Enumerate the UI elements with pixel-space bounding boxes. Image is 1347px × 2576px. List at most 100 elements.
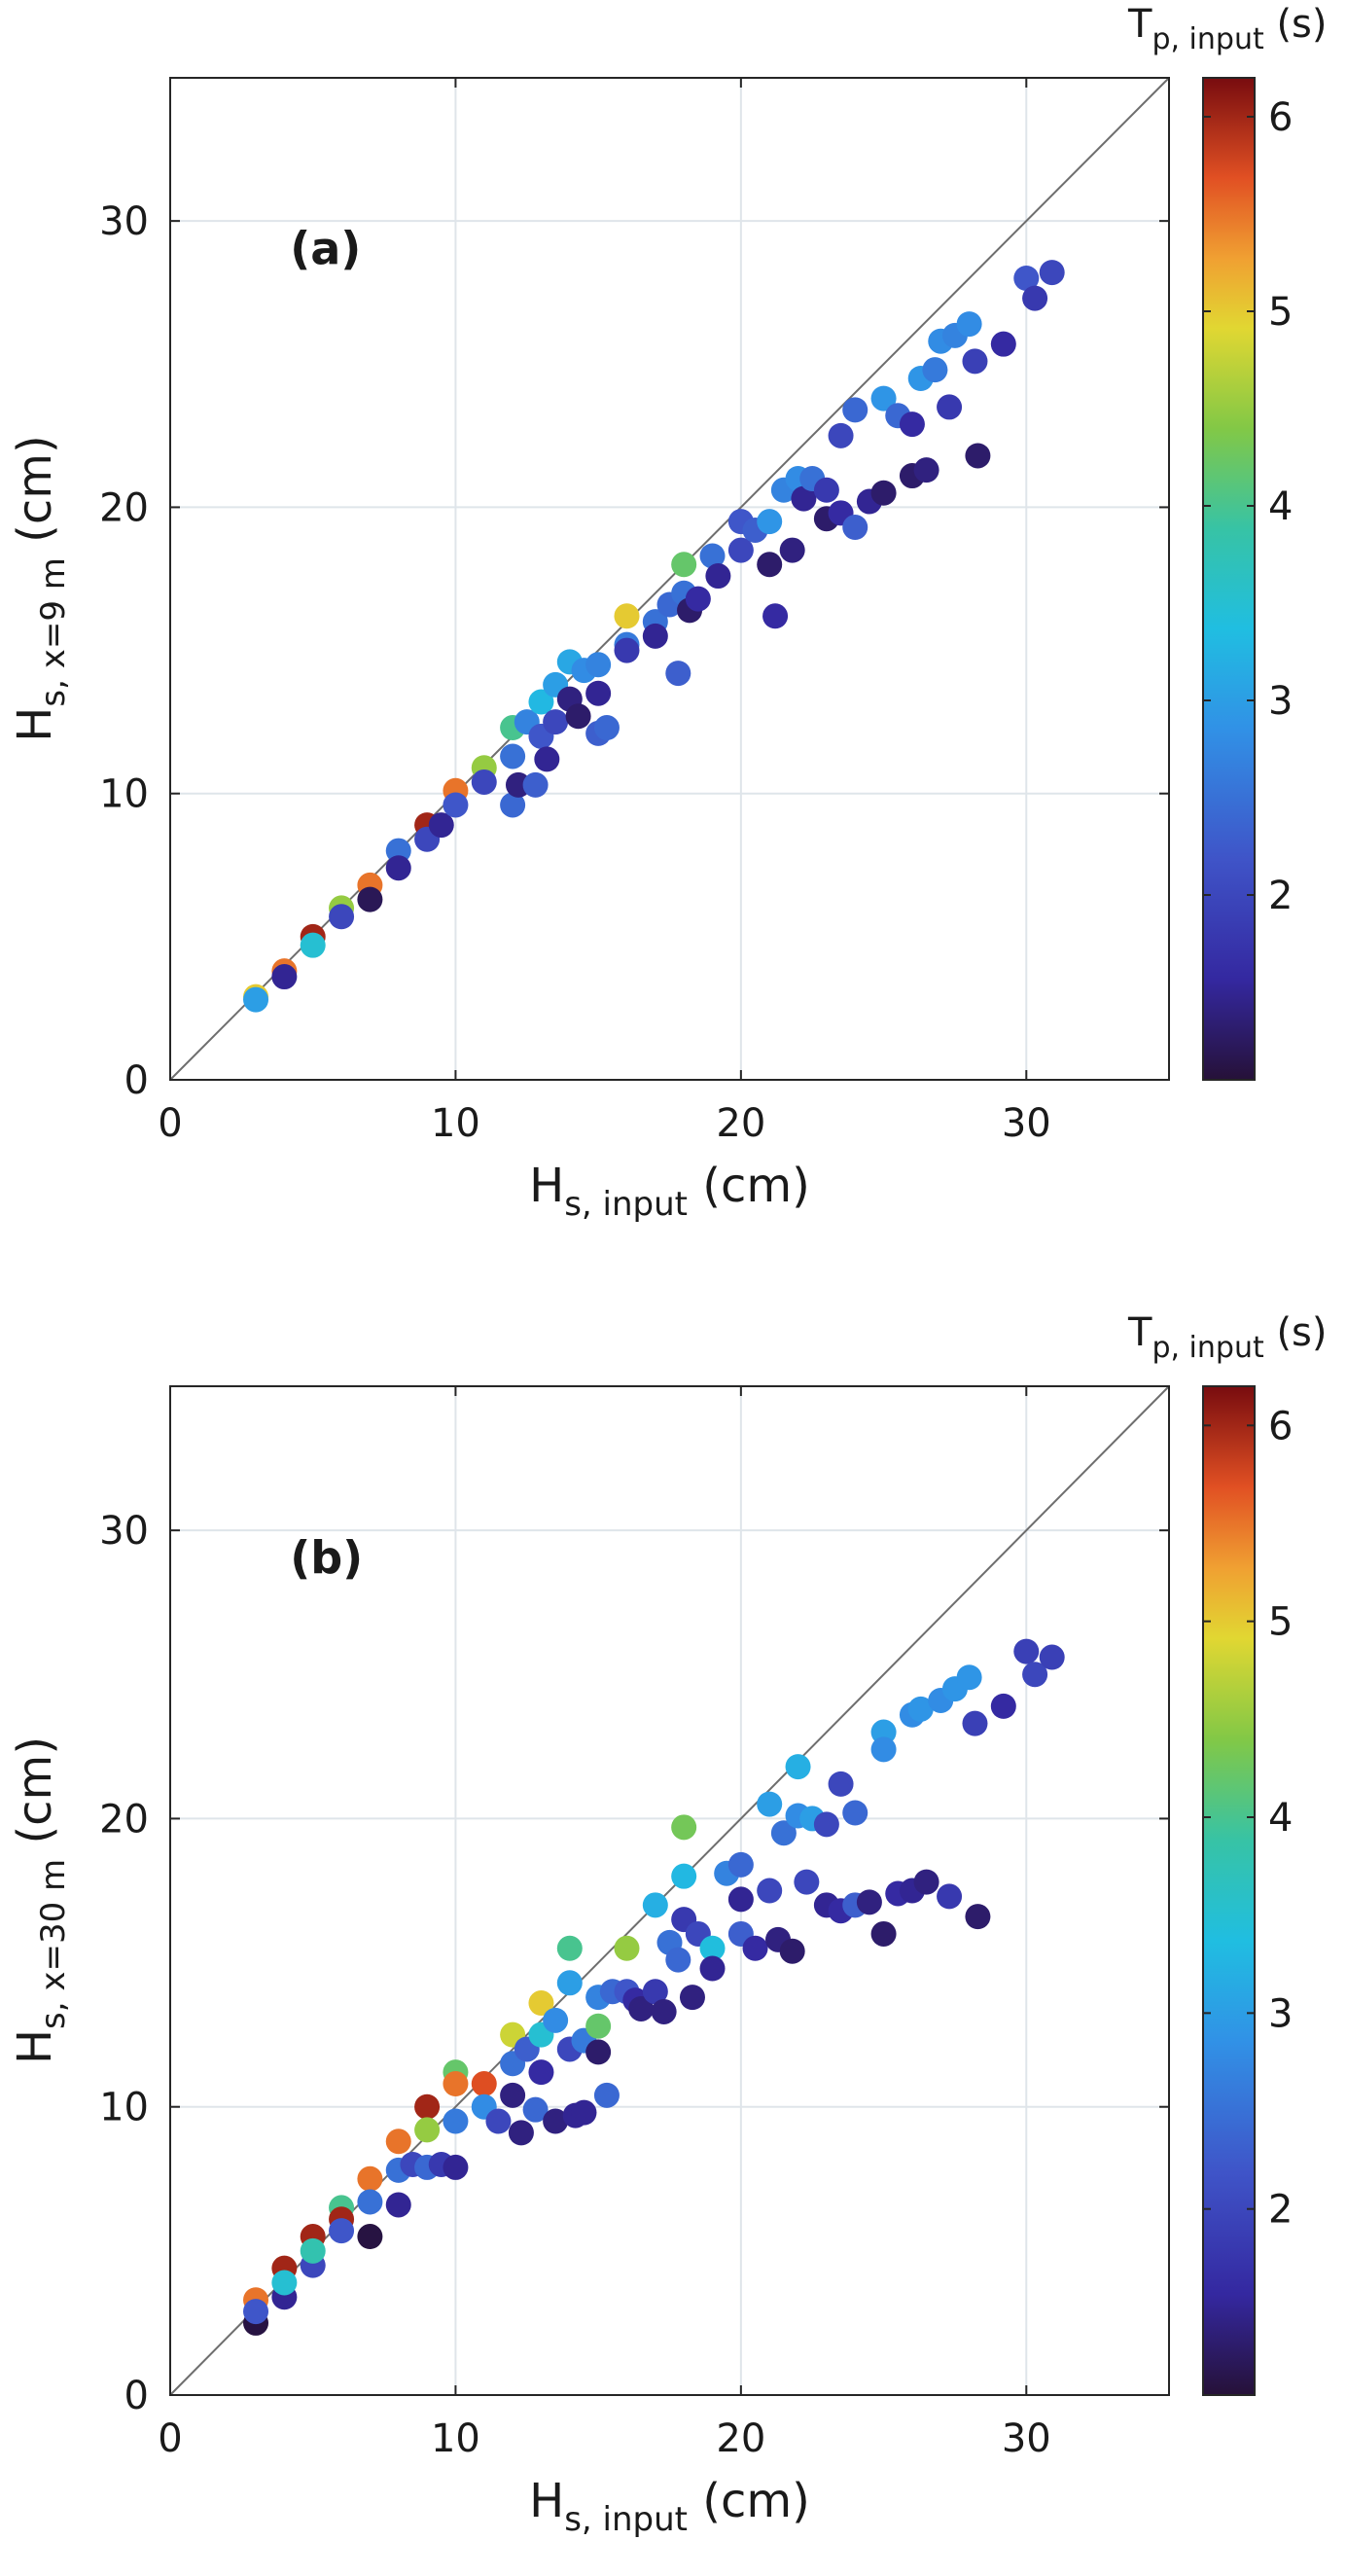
colorbar-tick-label: 3 xyxy=(1268,679,1293,724)
axes-frame xyxy=(169,77,1170,1081)
data-point xyxy=(329,904,355,930)
panel-label: (b) xyxy=(290,1532,363,1585)
data-point xyxy=(528,1990,554,2017)
data-point xyxy=(300,932,326,958)
data-point xyxy=(329,2218,355,2244)
data-point xyxy=(907,1696,934,1722)
data-point xyxy=(671,1863,697,1889)
x-axis-label-unit: (cm) xyxy=(688,2474,810,2528)
data-point xyxy=(990,331,1016,357)
data-point xyxy=(770,1820,797,1846)
data-point xyxy=(357,2189,383,2215)
panel-label: (a) xyxy=(290,222,361,274)
data-point xyxy=(699,1935,726,1961)
data-point xyxy=(500,792,526,818)
data-point xyxy=(699,543,726,569)
data-point xyxy=(522,771,549,798)
data-point xyxy=(543,709,569,735)
data-point xyxy=(628,1995,655,2021)
colorbar-tick-label: 3 xyxy=(1268,1991,1293,2036)
colorbar-tick-label: 5 xyxy=(1268,290,1293,335)
data-point xyxy=(937,1883,963,1910)
data-point xyxy=(414,2117,441,2143)
data-point xyxy=(813,1811,839,1838)
data-point xyxy=(757,1878,783,1904)
data-point xyxy=(585,2013,612,2039)
data-point xyxy=(571,2099,597,2126)
data-point xyxy=(534,746,560,772)
y-tick-label: 0 xyxy=(124,2374,149,2418)
y-tick-label: 20 xyxy=(99,485,149,530)
x-axis-label-sub: s, input xyxy=(564,2500,688,2539)
data-point xyxy=(556,1935,583,1961)
data-point xyxy=(300,2237,326,2264)
y-axis-label: Hs, x=30 m (cm) xyxy=(8,1736,73,2064)
y-axis-label: Hs, x=9 m (cm) xyxy=(8,435,73,741)
data-point xyxy=(665,1947,691,1973)
data-point xyxy=(585,652,612,678)
data-point xyxy=(699,1955,726,1982)
data-point xyxy=(913,457,939,483)
colorbar-tick-label: 2 xyxy=(1268,2188,1293,2233)
data-point xyxy=(385,2192,411,2218)
x-axis-label-main: H xyxy=(529,1159,564,1213)
data-point xyxy=(271,964,298,990)
data-point xyxy=(757,509,783,535)
data-point xyxy=(565,703,591,730)
y-tick-label: 30 xyxy=(99,1509,149,1554)
data-point xyxy=(357,2224,383,2250)
data-point xyxy=(414,2093,441,2120)
data-point xyxy=(671,1814,697,1841)
data-point xyxy=(937,394,963,420)
x-tick-label: 0 xyxy=(158,2416,182,2461)
data-point xyxy=(528,689,554,715)
data-point xyxy=(870,480,897,506)
data-point xyxy=(443,792,469,818)
data-point xyxy=(727,1851,754,1878)
x-axis-label-main: H xyxy=(529,2474,564,2528)
x-tick-label: 20 xyxy=(716,2416,765,2461)
data-point xyxy=(965,443,991,469)
data-point xyxy=(727,1886,754,1913)
y-tick-label: 20 xyxy=(99,1797,149,1842)
data-point xyxy=(779,537,805,563)
data-point xyxy=(727,537,754,563)
colorbar-tick-label: 5 xyxy=(1268,1600,1293,1645)
colorbar-title-main: T xyxy=(1127,1310,1152,1355)
colorbar-title: Tp, input (s) xyxy=(1127,1310,1328,1365)
data-point xyxy=(543,2108,569,2134)
data-point xyxy=(357,2165,383,2192)
data-point xyxy=(870,1920,897,1947)
colorbar xyxy=(1202,1385,1256,2396)
x-axis-label-sub: s, input xyxy=(564,1185,688,1224)
data-point xyxy=(679,1985,705,2011)
data-point xyxy=(556,1970,583,1996)
data-point xyxy=(1013,266,1040,291)
data-point xyxy=(528,2059,554,2086)
data-point xyxy=(990,1693,1016,1719)
colorbar-tick-label: 6 xyxy=(1268,95,1293,140)
colorbar-title-main: T xyxy=(1127,2,1152,47)
data-point xyxy=(385,2129,411,2155)
y-axis-label-sub: s, x=9 m xyxy=(34,557,73,707)
data-point xyxy=(962,1710,988,1736)
data-point xyxy=(614,603,640,629)
data-point xyxy=(794,1869,820,1895)
data-point xyxy=(742,1935,768,1961)
data-point xyxy=(593,715,620,741)
data-point xyxy=(956,311,982,338)
data-point xyxy=(1022,285,1048,311)
data-point xyxy=(471,2071,497,2097)
y-tick-label: 30 xyxy=(99,199,149,244)
data-point xyxy=(500,743,526,769)
data-point xyxy=(585,680,612,706)
colorbar-tick-label: 6 xyxy=(1268,1404,1293,1449)
x-tick-label: 30 xyxy=(1002,1101,1051,1146)
colorbar-tick-label: 4 xyxy=(1268,484,1293,529)
data-point xyxy=(779,1938,805,1964)
data-point xyxy=(614,637,640,663)
data-point xyxy=(443,2154,469,2180)
data-point xyxy=(243,986,269,1013)
